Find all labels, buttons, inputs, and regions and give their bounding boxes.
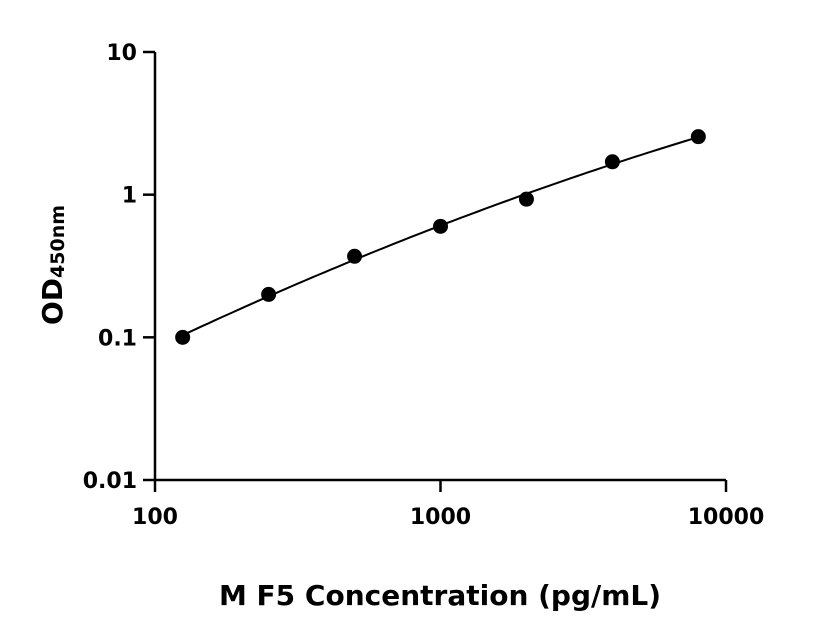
- data-point: [518, 191, 534, 207]
- y-tick-label: 1: [122, 184, 137, 209]
- y-axis-title-main: OD: [36, 278, 69, 325]
- y-axis-title-sub: 450nm: [47, 205, 69, 278]
- x-axis: 100 1000 10000: [132, 478, 765, 530]
- y-tick-label: 10: [106, 41, 137, 66]
- y-axis: 0.01 0.1 1 10: [83, 41, 157, 494]
- data-point: [261, 286, 277, 302]
- data-point: [175, 329, 191, 345]
- y-axis-title: OD450nm: [36, 205, 69, 325]
- x-tick-label: 10000: [688, 505, 765, 530]
- y-tick-label: 0.1: [98, 326, 137, 351]
- data-point: [433, 218, 448, 234]
- data-points: [175, 129, 706, 345]
- data-point: [604, 154, 620, 170]
- x-axis-title: M F5 Concentration (pg/mL): [219, 579, 661, 612]
- x-tick-label: 100: [132, 505, 178, 530]
- y-tick-label: 0.01: [83, 469, 137, 494]
- data-point: [347, 248, 363, 264]
- x-tick-label: 1000: [410, 505, 471, 530]
- fit-curve: [182, 136, 699, 337]
- data-point: [690, 129, 706, 145]
